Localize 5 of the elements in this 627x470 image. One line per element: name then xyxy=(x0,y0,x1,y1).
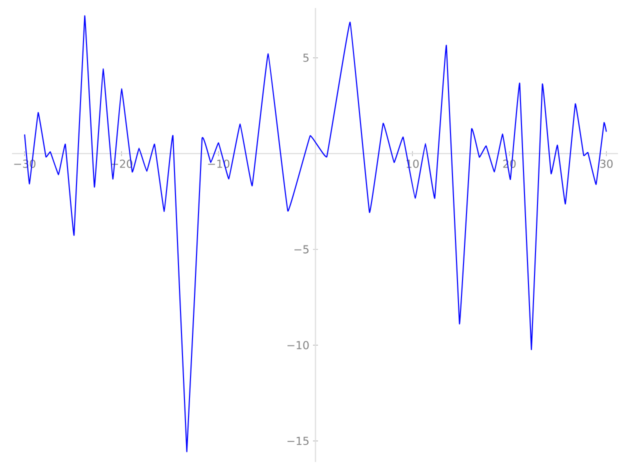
y-tick-label: −15 xyxy=(288,436,309,445)
x-tick-label: 30 xyxy=(600,160,613,168)
y-tick-label: 5 xyxy=(303,54,309,62)
y-tick-label: −10 xyxy=(288,341,309,350)
y-tick-label: −5 xyxy=(294,245,309,254)
